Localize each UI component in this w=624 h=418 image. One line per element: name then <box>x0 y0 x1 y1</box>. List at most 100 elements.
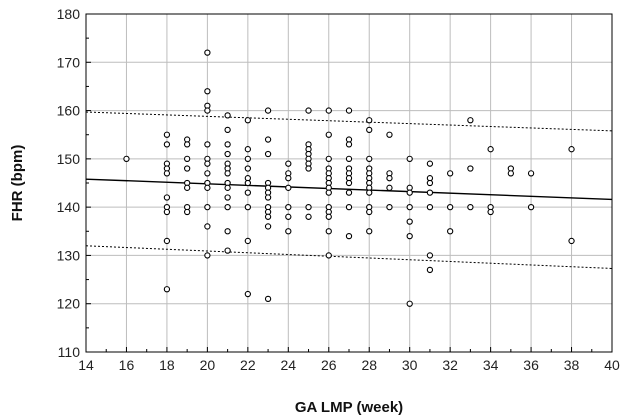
data-point <box>285 203 292 211</box>
data-point <box>244 203 251 211</box>
x-tick-label: 20 <box>200 357 216 373</box>
data-point <box>184 155 191 163</box>
data-point <box>224 126 231 134</box>
y-tick-label: 180 <box>57 6 81 22</box>
data-point <box>184 141 191 148</box>
data-point <box>345 203 353 211</box>
data-point <box>224 247 231 254</box>
data-point <box>244 237 251 245</box>
data-point <box>285 175 292 182</box>
data-point <box>568 237 575 245</box>
data-point <box>406 300 413 307</box>
data-point <box>406 203 413 211</box>
y-tick-label: 150 <box>57 151 81 167</box>
data-point <box>386 203 393 211</box>
x-tick-label: 38 <box>564 357 580 373</box>
x-tick-label: 36 <box>523 357 539 373</box>
data-point <box>123 155 130 163</box>
data-point <box>184 184 191 191</box>
data-point <box>345 232 353 240</box>
data-point <box>264 194 272 201</box>
x-tick-label: 32 <box>442 357 458 373</box>
data-point <box>204 252 211 259</box>
x-tick-label: 40 <box>604 357 620 373</box>
data-point <box>264 107 272 114</box>
data-point <box>426 179 434 187</box>
trend-lines <box>85 111 613 269</box>
data-point <box>325 213 332 220</box>
data-point <box>264 295 272 303</box>
data-point <box>447 170 454 177</box>
data-point <box>406 189 413 196</box>
data-point <box>244 290 251 298</box>
data-point <box>244 189 251 196</box>
data-point <box>447 228 454 235</box>
confidence-band-line <box>85 111 613 132</box>
data-point <box>426 203 434 211</box>
x-axis-tick-labels: 14 16 18 20 22 24 26 28 30 32 34 36 38 40 <box>78 357 620 373</box>
x-tick-label: 18 <box>159 357 175 373</box>
data-point <box>244 179 251 187</box>
data-point <box>426 189 434 196</box>
data-point <box>204 88 211 95</box>
data-point <box>204 223 211 230</box>
x-tick-label: 22 <box>240 357 256 373</box>
data-point <box>204 170 211 177</box>
data-point <box>163 286 171 293</box>
x-tick-label: 24 <box>281 357 297 373</box>
data-point <box>204 160 211 167</box>
data-point <box>285 184 292 191</box>
y-tick-label: 130 <box>57 247 81 263</box>
data-point <box>487 208 494 216</box>
data-point <box>406 232 413 240</box>
data-point <box>467 165 474 172</box>
data-point <box>325 189 332 196</box>
data-point <box>305 107 312 114</box>
data-point <box>467 117 474 124</box>
data-point <box>527 170 535 177</box>
data-point <box>386 184 393 191</box>
x-tick-label: 34 <box>483 357 499 373</box>
data-point <box>325 131 332 138</box>
data-point <box>467 203 474 211</box>
data-point <box>224 184 231 191</box>
data-point <box>163 237 171 245</box>
y-tick-label: 110 <box>58 344 81 360</box>
data-point <box>406 155 413 163</box>
confidence-band-line <box>85 245 613 269</box>
data-point <box>487 146 494 153</box>
data-point <box>204 141 211 148</box>
data-point <box>406 218 413 225</box>
x-tick-label: 14 <box>78 357 94 373</box>
data-point <box>305 165 312 172</box>
data-point <box>244 155 251 163</box>
data-point <box>325 228 332 235</box>
regression-line <box>85 178 613 201</box>
data-point <box>224 194 231 201</box>
data-point <box>163 208 171 216</box>
data-point <box>305 213 312 220</box>
data-point <box>244 165 251 172</box>
data-point <box>184 208 191 216</box>
data-point <box>244 117 251 124</box>
data-point <box>204 49 211 56</box>
data-point <box>366 189 373 196</box>
data-point <box>366 155 373 163</box>
data-point <box>305 203 312 211</box>
data-point <box>163 131 171 138</box>
data-point <box>204 184 211 191</box>
data-point <box>345 141 353 148</box>
data-point <box>426 266 434 274</box>
x-tick-label: 30 <box>402 357 418 373</box>
data-point <box>184 165 191 172</box>
data-point <box>426 160 434 167</box>
data-point <box>325 107 332 114</box>
data-point <box>285 228 292 235</box>
data-point <box>224 150 231 158</box>
data-point <box>285 160 292 167</box>
x-tick-label: 16 <box>119 357 135 373</box>
data-point <box>366 208 373 216</box>
data-point <box>224 228 231 235</box>
data-point <box>325 252 332 259</box>
